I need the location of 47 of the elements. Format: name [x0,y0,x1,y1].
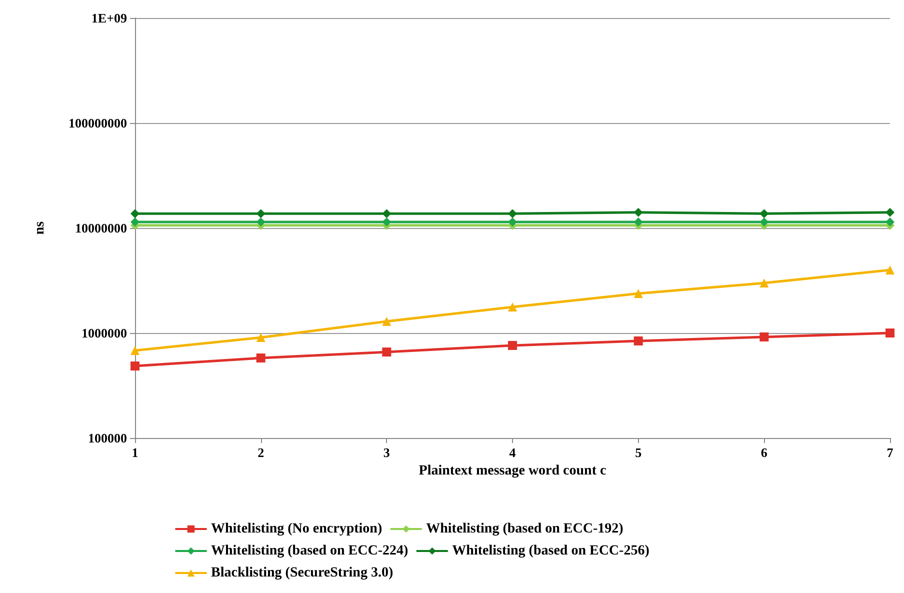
point [130,209,140,218]
y-tick-label: 1E+09 [91,10,128,26]
y-tick-label: 100000 [88,430,127,446]
x-tick-label: 7 [886,445,894,460]
point [256,218,266,227]
x-tick-label: 1 [132,445,138,460]
point [508,302,517,312]
point [130,346,140,356]
point [508,218,517,227]
point [130,218,140,227]
point [382,316,392,326]
y-tick-label: 10000000 [75,220,127,236]
point [634,208,643,217]
legend-label: Whitelisting (based on ECC-192) [426,522,624,536]
point [508,340,517,350]
point [508,209,517,218]
point [382,209,392,218]
legend-label: Whitelisting (based on ECC-224) [211,544,409,558]
legend-label: Whitelisting (No encryption) [211,522,382,536]
point [886,208,894,217]
y-axis-title: ns [32,220,48,235]
point [130,361,140,370]
x-tick-label: 3 [383,445,390,460]
point [760,332,769,342]
point [886,218,894,227]
point [256,209,266,218]
x-tick-label: 4 [509,445,516,460]
point [886,266,894,275]
x-tick-label: 2 [258,445,264,460]
point [760,218,769,227]
y-tick-label: 100000000 [68,116,127,130]
point [382,218,392,227]
y-tick-label: 1000000 [82,326,127,340]
point [760,278,769,288]
point [634,218,643,227]
x-tick-label: 6 [760,445,768,460]
point [634,336,643,346]
point [634,288,643,298]
legend-label: Blacklisting (SecureString 3.0) [211,566,394,580]
point [760,209,769,218]
point [886,328,894,338]
point [256,333,266,342]
point [382,348,392,357]
legend-label: Whitelisting (based on ECC-256) [452,544,650,558]
point [256,354,266,362]
x-tick-label: 5 [635,445,642,460]
x-axis-title: Plaintext message word count c [418,464,606,478]
